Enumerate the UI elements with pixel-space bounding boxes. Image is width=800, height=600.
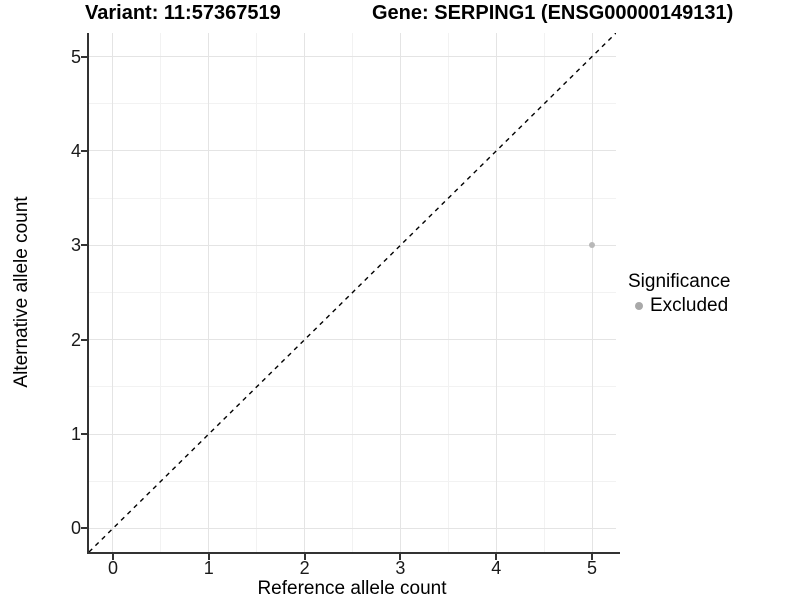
x-axis-line — [87, 552, 620, 554]
plot-title-gene: Gene: SERPING1 (ENSG00000149131) — [372, 2, 734, 24]
x-tick-label: 2 — [299, 558, 310, 578]
x-axis-title-text: Reference allele count — [257, 578, 447, 599]
gridline-y-major — [89, 527, 616, 529]
gridline-y-major — [89, 56, 616, 58]
legend-item-label: Excluded — [650, 295, 729, 316]
x-tick-mark — [591, 554, 594, 560]
gridline-y-major — [89, 150, 616, 152]
data-point — [589, 242, 596, 249]
y-tick-mark — [81, 55, 87, 58]
x-tick-mark — [111, 554, 114, 560]
y-tick-mark — [81, 338, 87, 341]
plot-title-variant: Variant: 11:57367519 — [85, 2, 281, 24]
y-tick-label: 0 — [70, 518, 81, 539]
gridline-y-minor — [89, 386, 616, 388]
x-tick-mark — [207, 554, 210, 560]
y-tick-mark — [81, 433, 87, 436]
y-tick-label: 1 — [70, 424, 81, 445]
y-tick-mark — [81, 149, 87, 152]
legend: Significance Excluded — [628, 271, 800, 317]
y-tick-label: 5 — [70, 46, 81, 67]
gridline-y-major — [89, 339, 616, 341]
y-tick-mark — [81, 527, 87, 530]
x-tick-label: 1 — [203, 558, 214, 578]
gridline-x-major — [399, 33, 401, 552]
gridline-x-major — [208, 33, 210, 552]
x-tick-label: 3 — [395, 558, 406, 578]
x-tick-label: 0 — [107, 558, 118, 578]
y-tick-label: 2 — [70, 329, 81, 350]
x-tick-mark — [303, 554, 306, 560]
y-tick-label: 4 — [70, 140, 81, 161]
y-tick-label: 3 — [70, 235, 81, 256]
y-axis-line — [87, 33, 89, 554]
gridline-x-major — [495, 33, 497, 552]
legend-title: Significance — [628, 271, 731, 292]
gridline-y-minor — [89, 197, 616, 199]
identity-line — [89, 33, 616, 552]
gridline-y-minor — [89, 103, 616, 105]
plot-panel — [89, 33, 616, 552]
x-tick-label: 4 — [491, 558, 502, 578]
y-axis-title: Alternative allele count — [11, 196, 32, 388]
legend-item: Excluded — [628, 295, 800, 317]
x-tick-label: 5 — [587, 558, 598, 578]
x-tick-mark — [495, 554, 498, 560]
x-tick-mark — [399, 554, 402, 560]
gridline-x-major — [591, 33, 593, 552]
y-tick-mark — [81, 244, 87, 247]
legend-dot-icon — [635, 302, 643, 310]
gridline-y-major — [89, 433, 616, 435]
gridline-x-major — [112, 33, 114, 552]
gridline-x-major — [304, 33, 306, 552]
gridline-y-major — [89, 244, 616, 246]
gridline-y-minor — [89, 480, 616, 482]
x-axis-title: Reference allele count — [0, 578, 800, 600]
